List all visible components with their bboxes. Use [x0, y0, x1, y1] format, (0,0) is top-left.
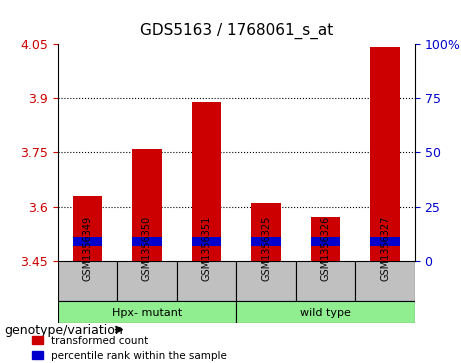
- FancyBboxPatch shape: [236, 301, 415, 323]
- Bar: [192, 237, 221, 246]
- Text: genotype/variation: genotype/variation: [5, 324, 124, 337]
- Bar: [132, 237, 162, 246]
- FancyBboxPatch shape: [236, 261, 296, 301]
- Text: Hpx- mutant: Hpx- mutant: [112, 307, 182, 318]
- Bar: [72, 237, 102, 246]
- Bar: [72, 196, 102, 261]
- Text: GSM1356349: GSM1356349: [83, 216, 92, 281]
- FancyBboxPatch shape: [58, 261, 117, 301]
- Title: GDS5163 / 1768061_s_at: GDS5163 / 1768061_s_at: [140, 23, 333, 40]
- FancyBboxPatch shape: [117, 261, 177, 301]
- FancyBboxPatch shape: [177, 261, 236, 301]
- Bar: [370, 237, 400, 246]
- Bar: [251, 237, 281, 246]
- Text: GSM1356350: GSM1356350: [142, 216, 152, 281]
- Bar: [132, 148, 162, 261]
- Bar: [311, 237, 341, 246]
- Bar: [251, 203, 281, 261]
- Text: wild type: wild type: [300, 307, 351, 318]
- Legend: transformed count, percentile rank within the sample: transformed count, percentile rank withi…: [28, 331, 231, 363]
- Text: GSM1356325: GSM1356325: [261, 216, 271, 281]
- Bar: [192, 102, 221, 261]
- FancyBboxPatch shape: [355, 261, 415, 301]
- FancyBboxPatch shape: [296, 261, 355, 301]
- FancyBboxPatch shape: [58, 301, 236, 323]
- Bar: [311, 217, 341, 261]
- Text: GSM1356327: GSM1356327: [380, 216, 390, 281]
- Bar: [370, 47, 400, 261]
- Text: GSM1356326: GSM1356326: [320, 216, 331, 281]
- Text: GSM1356351: GSM1356351: [201, 216, 212, 281]
